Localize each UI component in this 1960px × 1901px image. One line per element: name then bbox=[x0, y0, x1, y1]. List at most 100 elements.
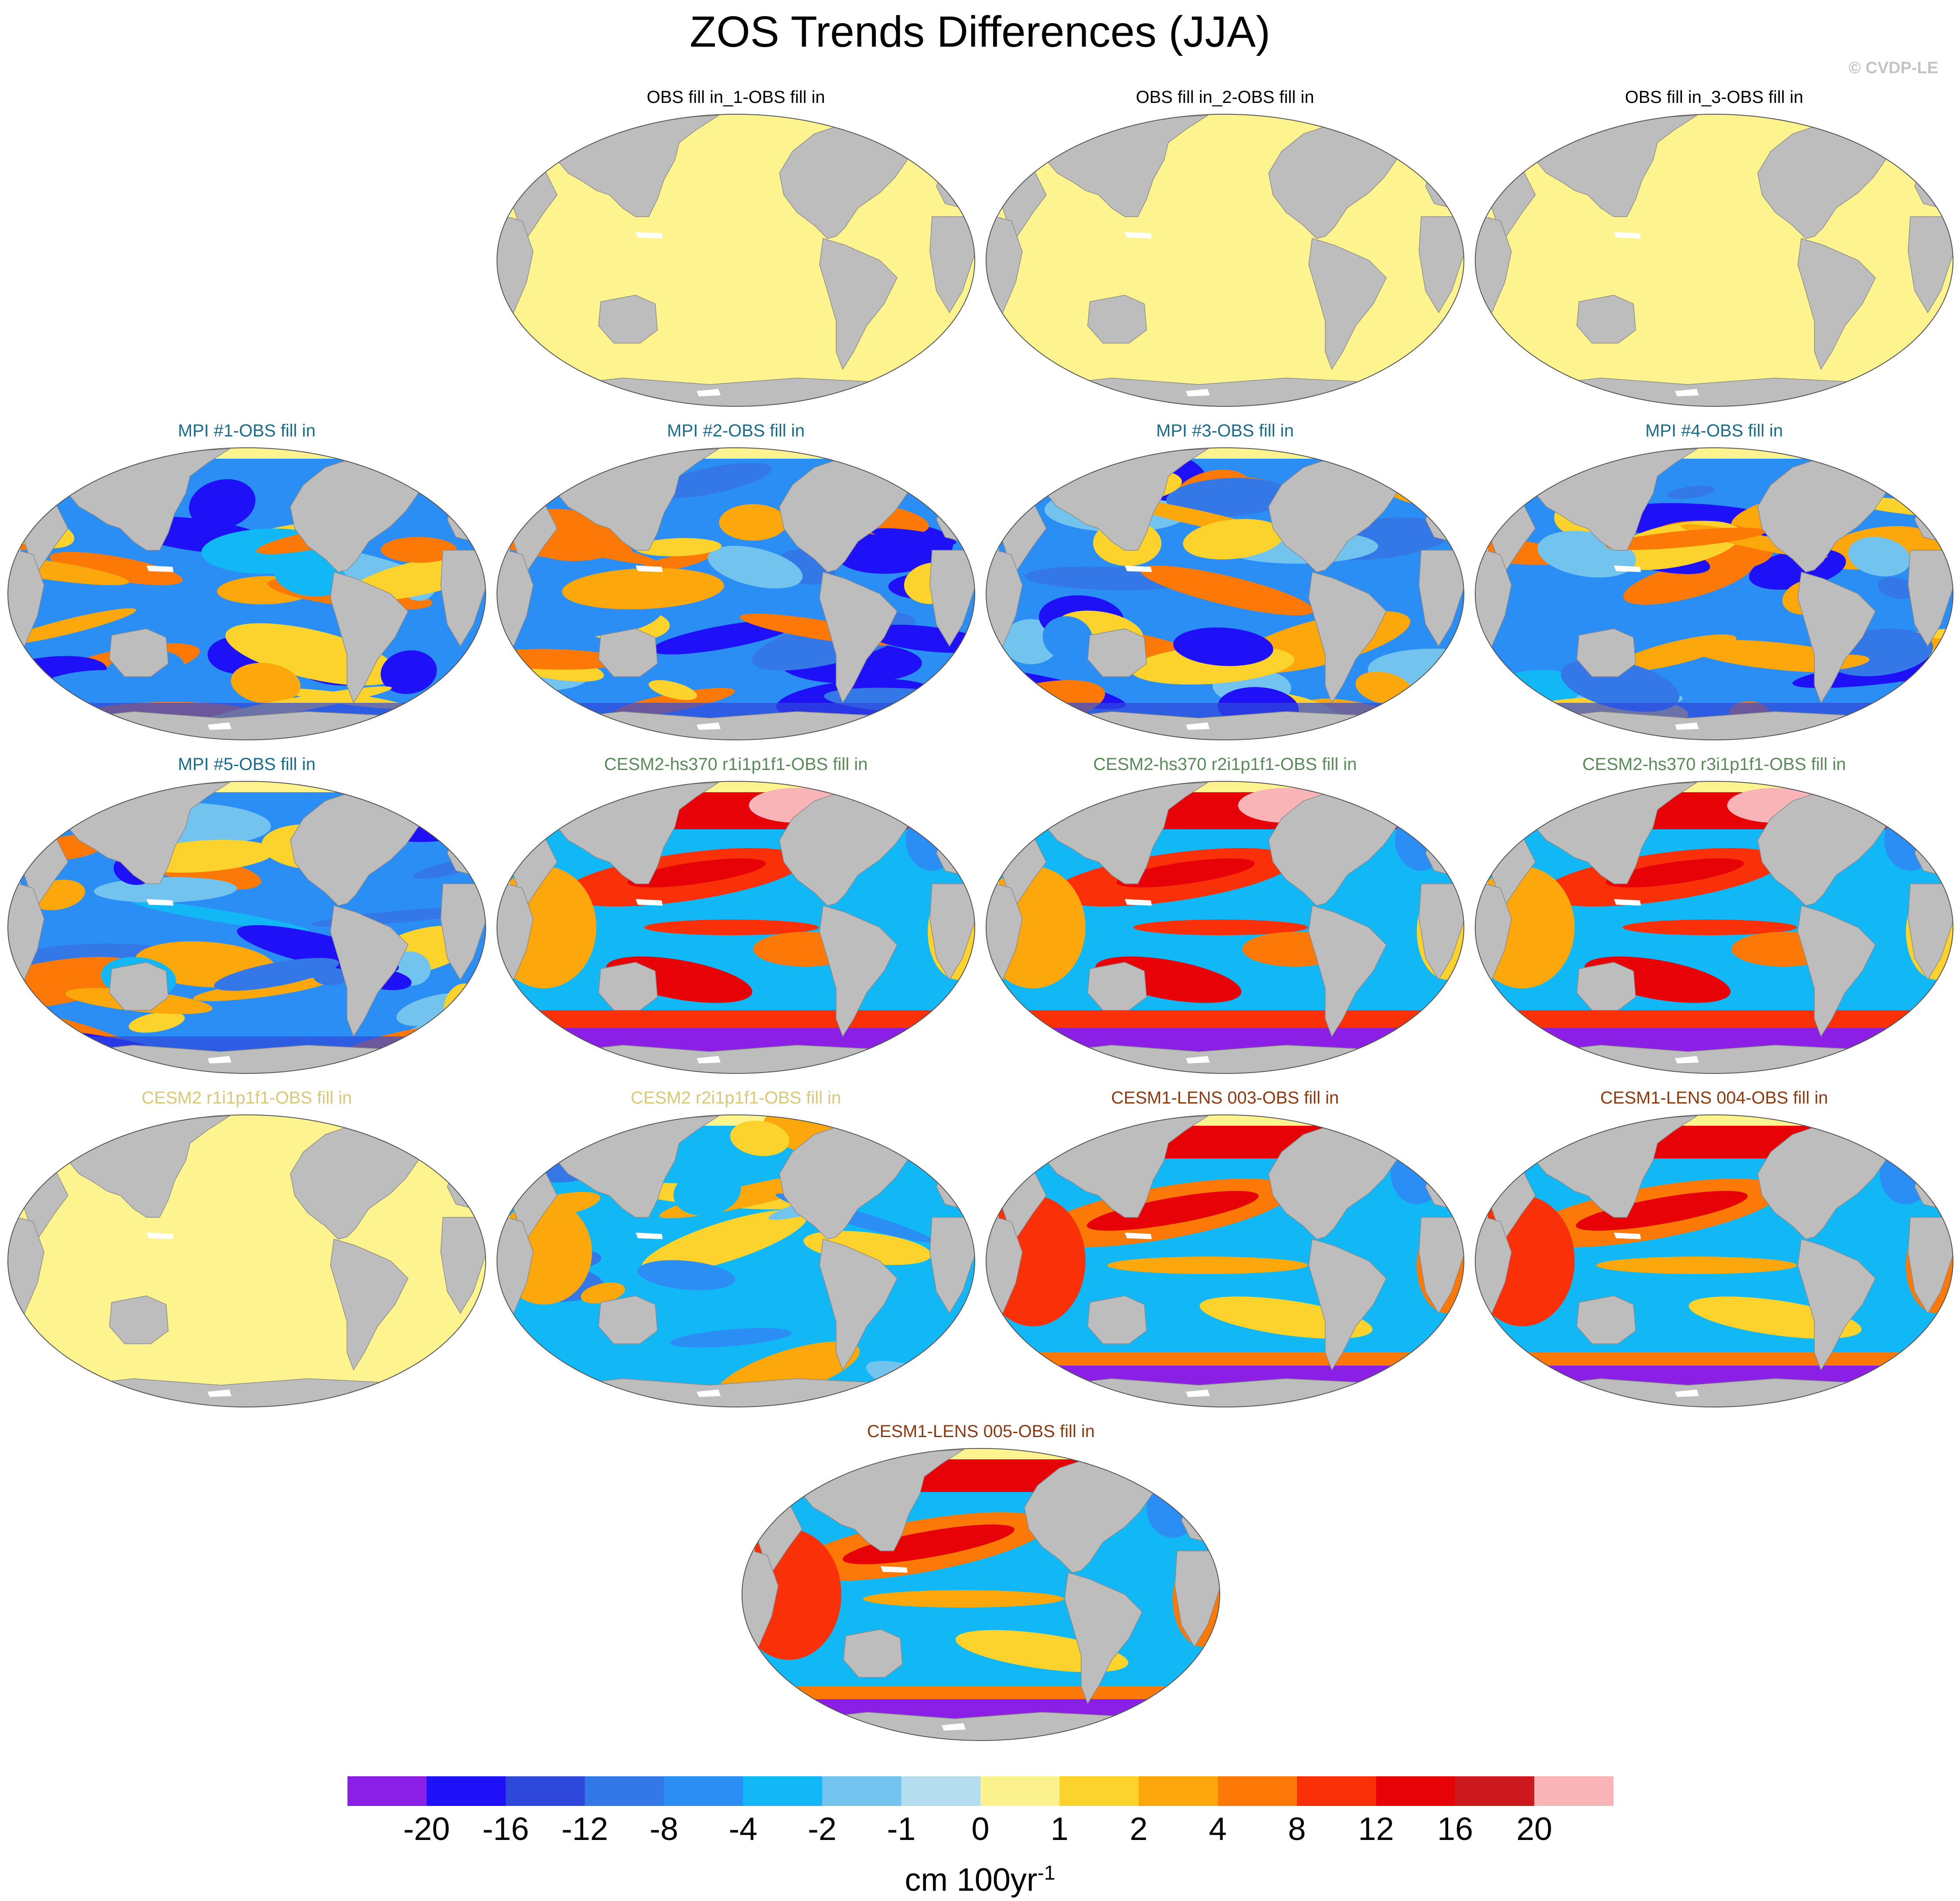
missing-data-patch bbox=[1125, 1233, 1152, 1239]
land-mass bbox=[1308, 572, 1387, 704]
land-mass bbox=[819, 1239, 898, 1371]
trend-patch bbox=[1475, 1353, 1953, 1366]
land-mass bbox=[109, 1295, 169, 1344]
land-mass bbox=[1576, 1295, 1636, 1344]
land-mass bbox=[543, 1378, 950, 1407]
colorbar-tick-label: 20 bbox=[1516, 1811, 1552, 1847]
trend-patch bbox=[562, 568, 724, 610]
trend-patch bbox=[653, 463, 772, 498]
land-mass bbox=[1521, 1378, 1929, 1407]
colorbar-tick-label: -1 bbox=[887, 1811, 916, 1847]
trend-patch bbox=[1596, 1257, 1797, 1274]
trend-patch bbox=[231, 663, 301, 704]
map-panel: CESM2-hs370 r1i1p1f1-OBS fill in bbox=[492, 752, 980, 1083]
trend-patch bbox=[132, 900, 309, 932]
colorbar-units-exponent: -1 bbox=[1037, 1861, 1055, 1884]
trend-patch bbox=[871, 528, 956, 545]
world-map bbox=[1475, 447, 1953, 740]
land-mass bbox=[1064, 1572, 1143, 1704]
panel-title: MPI #1-OBS fill in bbox=[178, 421, 316, 440]
land-mass bbox=[779, 792, 911, 906]
missing-data-patch bbox=[1614, 1233, 1641, 1239]
missing-data-patch bbox=[1186, 389, 1210, 396]
world-map bbox=[7, 1114, 486, 1407]
missing-data-patch bbox=[636, 1233, 663, 1239]
land-mass bbox=[779, 125, 911, 239]
land-mass bbox=[1576, 962, 1636, 1011]
world-map bbox=[986, 114, 1464, 407]
trend-patch bbox=[1475, 1010, 1953, 1028]
trend-patch bbox=[637, 1260, 735, 1291]
land-mass bbox=[788, 1712, 1195, 1741]
land-mass bbox=[543, 1045, 950, 1073]
world-map bbox=[497, 1114, 975, 1407]
trend-patch bbox=[1116, 858, 1255, 888]
world-map bbox=[986, 447, 1464, 740]
land-mass bbox=[1024, 1459, 1156, 1573]
trend-patch bbox=[673, 1168, 741, 1216]
missing-data-patch bbox=[146, 899, 174, 906]
map-panel: CESM2-hs370 r3i1p1f1-OBS fill in bbox=[1470, 752, 1958, 1083]
trend-patch bbox=[742, 1459, 1220, 1492]
land-mass bbox=[819, 238, 898, 370]
world-map bbox=[7, 781, 486, 1074]
land-mass bbox=[1308, 238, 1387, 370]
panel-title: OBS fill in_1-OBS fill in bbox=[647, 88, 825, 107]
missing-data-patch bbox=[881, 1566, 908, 1573]
land-mass bbox=[54, 1045, 461, 1073]
panel-title: CESM1-LENS 003-OBS fill in bbox=[1111, 1088, 1339, 1107]
land-mass bbox=[1797, 905, 1876, 1037]
trend-patch bbox=[1667, 486, 1715, 499]
colorbar-box bbox=[1376, 1776, 1456, 1806]
colorbar-tick-label: -4 bbox=[728, 1811, 758, 1847]
land-mass bbox=[819, 905, 898, 1037]
missing-data-patch bbox=[636, 232, 663, 238]
colorbar-tick-label: 4 bbox=[1208, 1811, 1227, 1847]
trend-patch bbox=[1884, 810, 1936, 871]
missing-data-patch bbox=[1125, 566, 1152, 572]
map-border bbox=[742, 1448, 1220, 1741]
copyright-label: © CVDP-LE bbox=[1848, 59, 1938, 77]
map-border bbox=[497, 114, 975, 407]
colorbar-tick-label: 1 bbox=[1050, 1811, 1069, 1847]
trend-patch bbox=[407, 702, 473, 739]
missing-data-patch bbox=[636, 899, 663, 906]
colorbar-units: cm 100yr-1 bbox=[0, 1853, 1960, 1900]
colorbar-box bbox=[347, 1776, 427, 1806]
trend-patch bbox=[1107, 1257, 1308, 1274]
land-mass bbox=[1087, 1295, 1147, 1344]
land-mass bbox=[1757, 458, 1889, 572]
missing-data-patch bbox=[1614, 899, 1641, 906]
trend-patch bbox=[1623, 920, 1797, 935]
map-panel: CESM1-LENS 005-OBS fill in bbox=[737, 1419, 1225, 1751]
land-mass bbox=[54, 1378, 461, 1407]
land-mass bbox=[1576, 295, 1636, 344]
trend-patch bbox=[730, 1121, 789, 1156]
panel-title: MPI #2-OBS fill in bbox=[667, 421, 805, 440]
trend-patch bbox=[719, 504, 787, 541]
trend-patch bbox=[1173, 627, 1273, 666]
world-map bbox=[1475, 1114, 1953, 1407]
land-mass bbox=[543, 378, 950, 406]
missing-data-patch bbox=[1675, 1056, 1699, 1063]
map-panel: MPI #4-OBS fill in bbox=[1470, 419, 1958, 750]
map-border bbox=[7, 781, 486, 1074]
trend-patch bbox=[986, 1126, 1464, 1158]
land-mass bbox=[598, 295, 658, 344]
trend-patch bbox=[189, 479, 255, 529]
map-panel: MPI #1-OBS fill in bbox=[3, 419, 491, 750]
trend-patch bbox=[1575, 1191, 1748, 1231]
trend-patch bbox=[497, 1010, 975, 1028]
land-mass bbox=[779, 458, 911, 572]
map-border bbox=[986, 781, 1464, 1074]
map-border bbox=[1475, 1114, 1953, 1407]
trend-patch bbox=[50, 552, 183, 586]
missing-data-patch bbox=[1186, 1390, 1210, 1397]
map-panel: OBS fill in_1-OBS fill in bbox=[492, 85, 980, 416]
land-mass bbox=[290, 792, 422, 906]
world-map bbox=[7, 447, 486, 740]
land-mass bbox=[1087, 295, 1147, 344]
missing-data-patch bbox=[1186, 1056, 1210, 1063]
trend-patch bbox=[8, 957, 142, 1010]
colorbar-box bbox=[1534, 1776, 1613, 1806]
